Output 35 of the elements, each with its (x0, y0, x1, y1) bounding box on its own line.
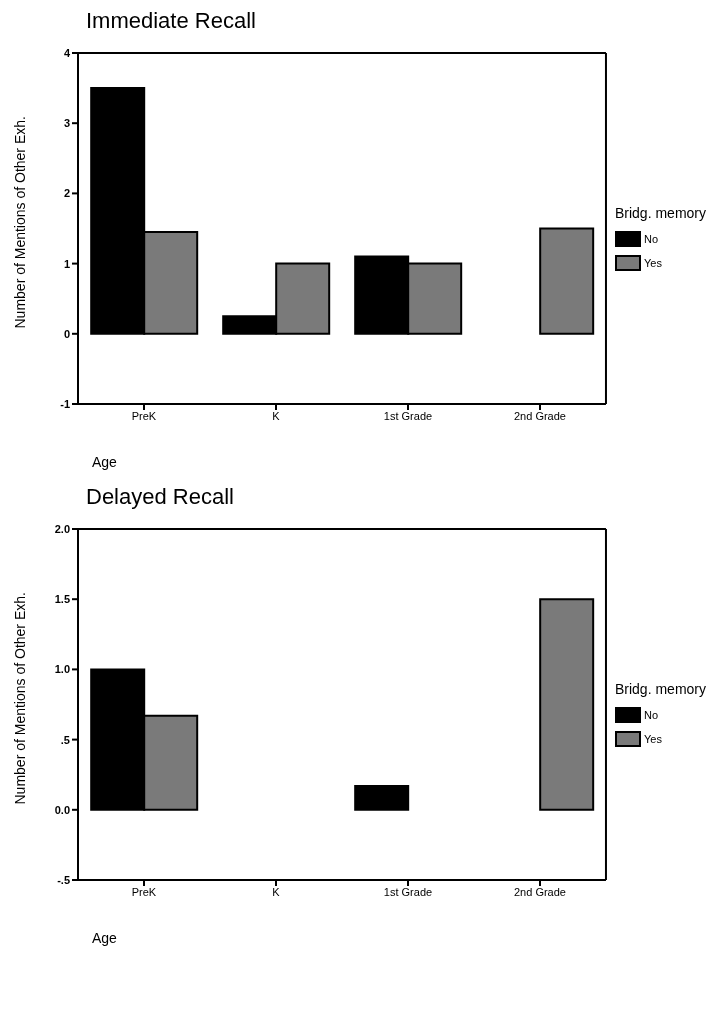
legend-label: Yes (643, 257, 662, 269)
y-axis-title: Number of Mentions of Other Exh. (11, 592, 28, 805)
legend-title: Bridg. memory (614, 205, 706, 221)
bar (539, 598, 595, 811)
x-tick-label: 2nd Grade (513, 885, 566, 898)
x-axis-title: Age (92, 454, 118, 470)
x-tick-label: K (272, 885, 281, 898)
y-tick-label: 1 (63, 257, 70, 270)
chart-title: Immediate Recall (86, 8, 257, 35)
x-tick-label: 1st Grade (383, 409, 433, 422)
y-tick-label: 3 (63, 117, 70, 130)
y-tick-label: 1.5 (54, 593, 70, 606)
x-tick-label: K (272, 409, 281, 422)
bar (354, 784, 410, 811)
y-tick-label: -1 (60, 397, 70, 410)
chart-title: Delayed Recall (86, 484, 235, 511)
x-tick-label: PreK (131, 885, 157, 898)
legend-label: Yes (643, 733, 662, 745)
bar (539, 227, 595, 335)
y-tick-label: 2 (63, 187, 70, 200)
y-tick-label: 0 (63, 327, 70, 340)
legend-label: No (643, 709, 659, 721)
y-tick-label: 0.0 (54, 803, 70, 816)
legend-title: Bridg. memory (614, 681, 706, 697)
y-tick-label: 1.0 (54, 663, 70, 676)
x-tick-label: 1st Grade (383, 885, 433, 898)
y-tick-label: 2.0 (54, 522, 70, 535)
x-axis-title: Age (92, 930, 118, 946)
y-axis-title: Number of Mentions of Other Exh. (11, 116, 28, 329)
y-tick-label: .5 (60, 733, 70, 746)
y-tick-label: 4 (63, 46, 71, 59)
legend-label: No (643, 233, 659, 245)
x-tick-label: 2nd Grade (513, 409, 566, 422)
y-tick-label: -.5 (57, 873, 70, 886)
x-tick-label: PreK (131, 409, 157, 422)
